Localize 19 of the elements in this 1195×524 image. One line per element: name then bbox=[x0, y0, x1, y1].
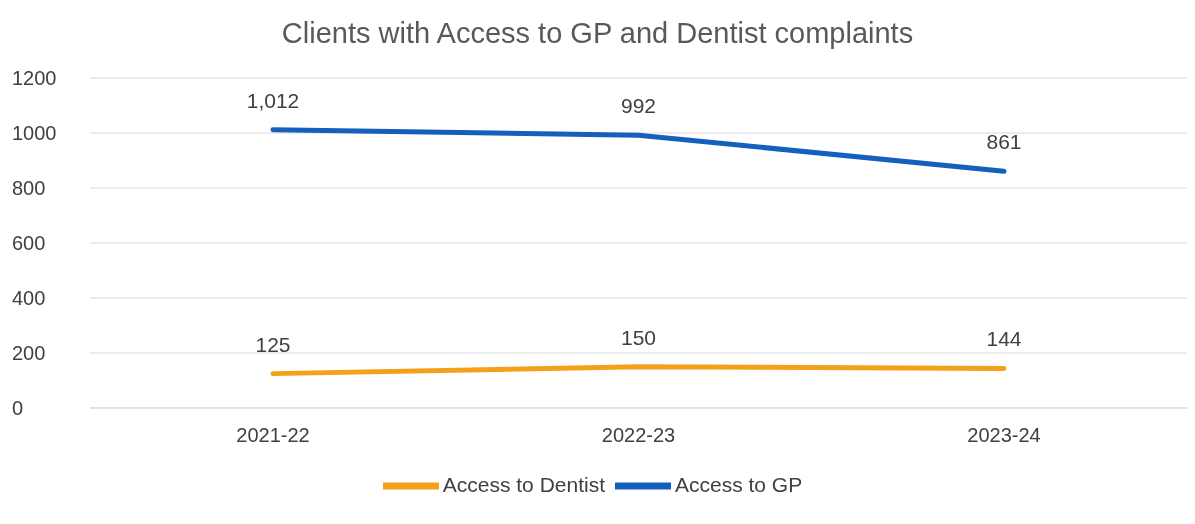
y-tick-label: 200 bbox=[12, 342, 46, 365]
y-tick-label: 0 bbox=[12, 397, 24, 420]
chart-title: Clients with Access to GP and Dentist complaints bbox=[280, 16, 915, 51]
data-label: 1,012 bbox=[246, 88, 300, 112]
data-label: 125 bbox=[255, 332, 291, 356]
y-tick-label: 1000 bbox=[12, 122, 57, 145]
legend-label: Access to GP bbox=[675, 472, 803, 496]
data-label: 861 bbox=[986, 130, 1022, 154]
y-tick-label: 800 bbox=[12, 177, 46, 200]
data-label: 144 bbox=[986, 327, 1022, 351]
data-label: 992 bbox=[620, 94, 657, 118]
y-tick-label: 400 bbox=[12, 287, 46, 310]
legend-label: Access to Dentist bbox=[442, 472, 605, 496]
x-tick-label: 2023-24 bbox=[967, 424, 1041, 447]
data-label: 150 bbox=[620, 325, 657, 349]
y-tick-label: 600 bbox=[12, 232, 46, 255]
x-tick-label: 2022-23 bbox=[601, 424, 676, 447]
x-tick-label: 2021-22 bbox=[236, 424, 310, 447]
y-tick-label: 1200 bbox=[12, 67, 57, 90]
